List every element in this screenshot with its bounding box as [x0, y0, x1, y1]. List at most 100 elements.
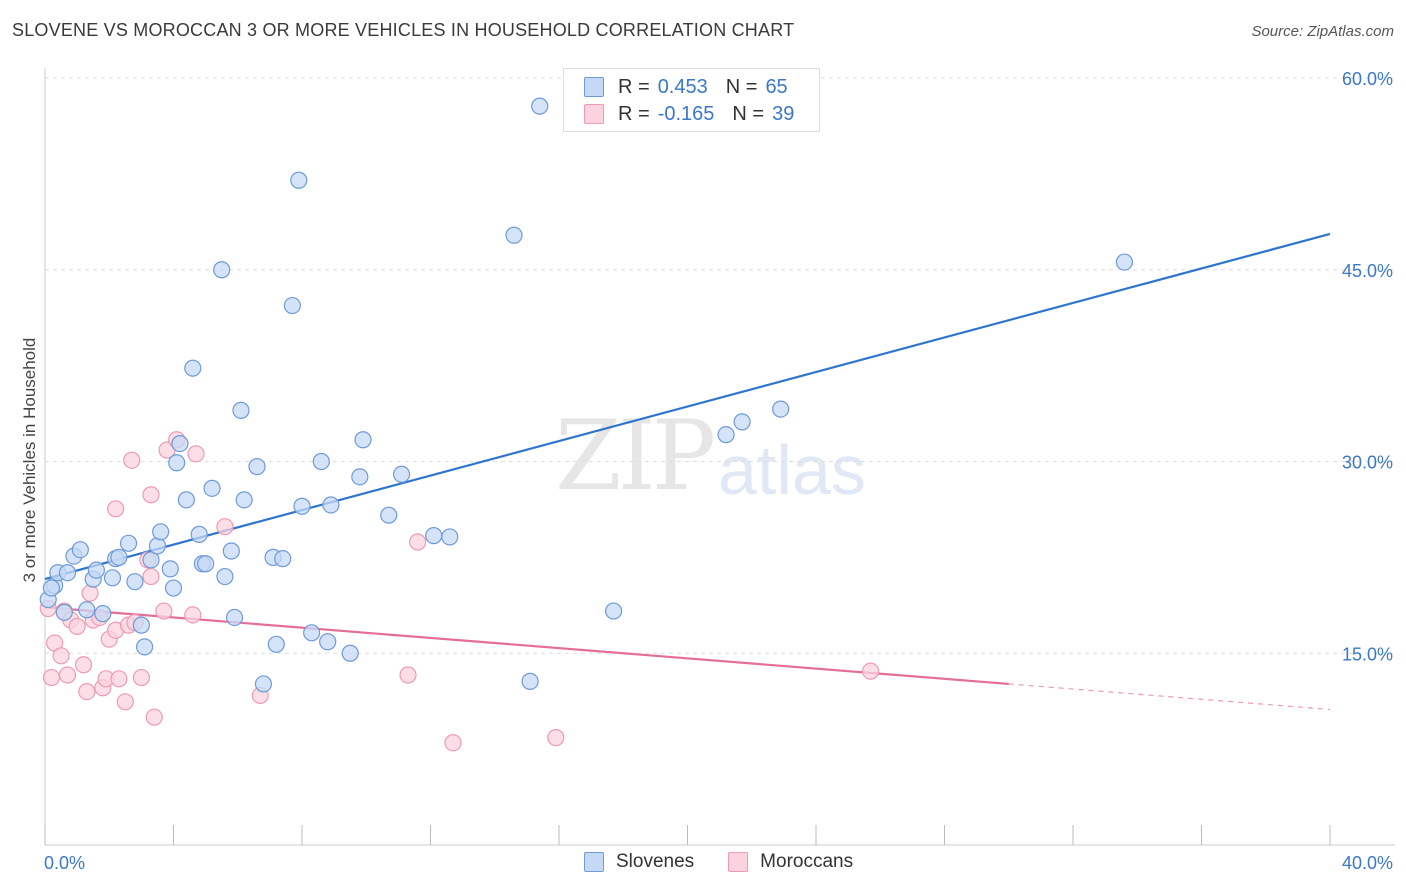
- x-tick-label: 0.0%: [44, 853, 85, 873]
- moroccans-swatch-icon: [584, 104, 604, 124]
- axes: [44, 68, 1395, 846]
- slovene-point: [772, 400, 790, 418]
- slovene-point: [216, 567, 234, 586]
- trend-lines: [44, 232, 1331, 711]
- slovene-point: [78, 601, 96, 619]
- y-tick-label: 45.0%: [1342, 261, 1393, 281]
- slovene-point: [171, 435, 189, 453]
- slovene-point: [55, 603, 73, 621]
- slovene-point: [225, 608, 244, 627]
- r-value-moroccans: -0.165: [657, 102, 715, 125]
- slovene-point: [152, 523, 170, 541]
- slovene-point: [190, 525, 208, 543]
- legend-label-moroccans: Moroccans: [760, 851, 854, 872]
- slovene-point: [354, 431, 372, 449]
- series-legend: Slovenes Moroccans: [584, 851, 887, 873]
- moroccan-point: [110, 670, 128, 688]
- moroccan-point: [132, 668, 150, 687]
- moroccan-point: [444, 734, 462, 752]
- moroccan-point: [52, 647, 70, 665]
- slovene-point: [203, 479, 221, 497]
- n-value-slovenes: 65: [765, 75, 788, 98]
- slovene-point: [290, 171, 308, 189]
- moroccan-point: [184, 606, 202, 624]
- source-label: Source: ZipAtlas.com: [1251, 23, 1394, 40]
- legend-item-slovenes[interactable]: Slovenes: [584, 851, 694, 873]
- slovene-point: [42, 579, 61, 597]
- slovene-point: [441, 528, 459, 546]
- y-tick-label: 30.0%: [1342, 453, 1393, 473]
- watermark-zip: ZIP: [555, 400, 716, 512]
- data-points: [39, 97, 1134, 752]
- slovene-point: [87, 561, 106, 579]
- slovene-point: [319, 633, 337, 651]
- slovene-point: [274, 550, 292, 568]
- moroccan-point: [81, 584, 99, 602]
- slovene-point: [1115, 253, 1134, 271]
- r-label: R =: [618, 102, 650, 125]
- axis-labels: 15.0% 30.0% 45.0% 60.0% 0.0% 40.0% 3 or more V…: [20, 69, 1393, 873]
- moroccans-trend-line-extension: [1008, 683, 1331, 711]
- moroccan-point: [399, 666, 417, 684]
- y-axis-label: 3 or more Vehicles in Household: [20, 338, 39, 583]
- slovene-point: [293, 497, 311, 515]
- slovenes-trend-line: [44, 232, 1331, 581]
- slovene-point: [222, 542, 240, 560]
- moroccan-point: [116, 693, 134, 711]
- slovene-point: [213, 261, 231, 279]
- grid-lines: [45, 77, 1395, 654]
- moroccan-point: [862, 662, 880, 680]
- slovene-point: [135, 638, 154, 656]
- legend-label-slovenes: Slovenes: [616, 851, 695, 872]
- legend-row-moroccans: R = -0.165 N = 39: [584, 101, 794, 127]
- slovene-point: [132, 616, 150, 634]
- slovene-point: [605, 602, 623, 620]
- slovene-point: [142, 551, 160, 569]
- slovene-point: [94, 605, 112, 623]
- moroccan-point: [142, 486, 160, 504]
- moroccans-trend-line: [44, 606, 1009, 686]
- slovenes-swatch-icon: [584, 77, 604, 97]
- slovene-point: [184, 359, 202, 377]
- moroccans-swatch-icon: [728, 852, 749, 872]
- slovene-point: [235, 491, 253, 509]
- moroccan-point: [58, 666, 77, 684]
- moroccan-point: [187, 445, 205, 463]
- slovene-point: [521, 672, 539, 690]
- slovene-point: [351, 468, 369, 486]
- slovene-point: [148, 537, 167, 555]
- slovene-point: [717, 426, 735, 444]
- slovene-point: [161, 560, 179, 578]
- slovene-point: [164, 579, 183, 597]
- moroccan-point: [42, 668, 61, 687]
- legend-item-moroccans[interactable]: Moroccans: [728, 851, 853, 873]
- slovene-point: [312, 452, 330, 471]
- chart-title: SLOVENE VS MOROCCAN 3 OR MORE VEHICLES I…: [12, 20, 795, 40]
- moroccan-point: [155, 602, 173, 620]
- x-tick-label: 40.0%: [1342, 853, 1393, 873]
- n-value-moroccans: 39: [772, 102, 795, 125]
- slovene-point: [197, 555, 215, 573]
- slovene-point: [733, 413, 751, 431]
- moroccan-point: [74, 656, 93, 674]
- moroccan-point: [107, 500, 125, 518]
- n-label: N =: [732, 102, 765, 125]
- slovene-point: [254, 675, 273, 693]
- moroccan-point: [68, 617, 86, 636]
- slovene-point: [168, 454, 186, 472]
- slovene-point: [232, 401, 250, 419]
- slovene-point: [322, 496, 340, 514]
- slovene-point: [267, 635, 285, 653]
- moroccan-point: [78, 682, 96, 701]
- moroccan-point: [142, 567, 160, 586]
- slovene-point: [392, 465, 411, 483]
- slovene-point: [110, 548, 128, 566]
- y-tick-label: 15.0%: [1342, 644, 1393, 664]
- moroccan-point: [216, 518, 234, 536]
- moroccan-point: [409, 533, 427, 551]
- legend-row-slovenes: R = 0.453 N = 65: [584, 74, 788, 100]
- slovene-point: [58, 564, 77, 582]
- moroccan-point: [123, 451, 141, 469]
- slovene-point: [103, 569, 122, 587]
